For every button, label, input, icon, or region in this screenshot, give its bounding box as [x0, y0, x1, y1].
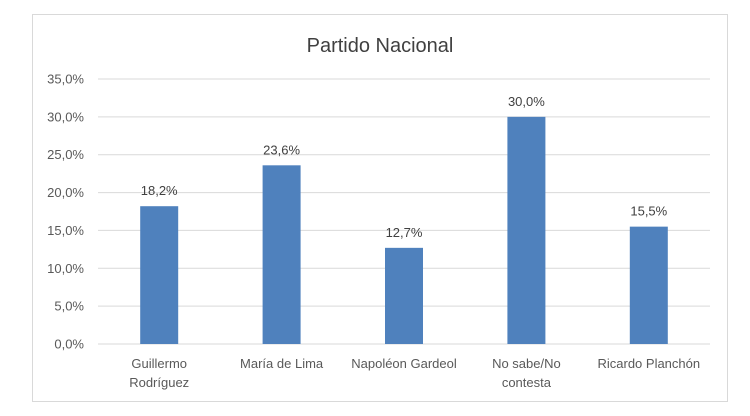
- category-label: Rodríguez: [129, 375, 189, 390]
- bar: [262, 165, 301, 344]
- category-label: Guillermo: [131, 356, 187, 371]
- bars: [140, 116, 668, 344]
- data-label: 15,5%: [630, 204, 667, 219]
- bar: [385, 247, 423, 344]
- gridlines: [98, 78, 710, 345]
- bar: [629, 226, 668, 344]
- y-tick-label: 15,0%: [47, 223, 84, 238]
- data-label: 18,2%: [141, 183, 178, 198]
- category-label: María de Lima: [240, 356, 324, 371]
- category-labels: Guillermo Rodríguez María de Lima Napoléon …: [129, 356, 700, 390]
- bar: [507, 116, 546, 344]
- data-label: 12,7%: [386, 225, 423, 240]
- y-tick-label: 35,0%: [47, 72, 84, 87]
- category-label: Napoléon Gardeol: [351, 356, 457, 371]
- y-tick-label: 25,0%: [47, 147, 84, 162]
- y-tick-label: 20,0%: [47, 185, 84, 200]
- data-label: 23,6%: [263, 142, 300, 157]
- data-labels: 18,2% 23,6% 12,7% 30,0% 15,5%: [141, 94, 668, 240]
- y-tick-label: 0,0%: [54, 337, 84, 352]
- category-label: contesta: [502, 375, 552, 390]
- y-tick-label: 10,0%: [47, 261, 84, 276]
- data-label: 30,0%: [508, 94, 545, 109]
- chart-title: Partido Nacional: [307, 35, 454, 57]
- y-tick-label: 30,0%: [47, 109, 84, 124]
- bar: [140, 206, 179, 344]
- category-label: Ricardo Planchón: [597, 356, 700, 371]
- y-axis-ticks: 0,0% 5,0% 10,0% 15,0% 20,0% 25,0% 30,0% 35,0%: [47, 72, 84, 352]
- y-tick-label: 5,0%: [54, 299, 84, 314]
- category-label: No sabe/No: [492, 356, 561, 371]
